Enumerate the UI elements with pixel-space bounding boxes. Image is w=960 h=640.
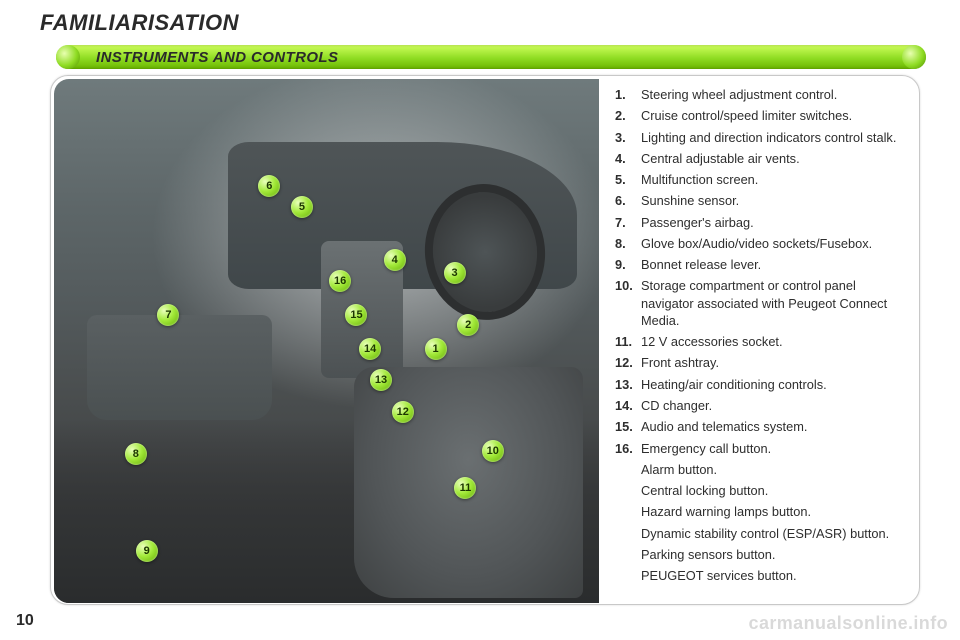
list-item-text: Central adjustable air vents. [641, 150, 907, 167]
list-item: 4.Central adjustable air vents. [615, 150, 907, 167]
callout-marker-3: 3 [444, 262, 466, 284]
bar-cap-right [902, 45, 926, 69]
list-item-number: 16. [615, 440, 641, 457]
callout-marker-2: 2 [457, 314, 479, 336]
list-item: 10.Storage compartment or control panel … [615, 277, 907, 329]
list-subitem: Alarm button. [615, 461, 907, 478]
controls-list: 1.Steering wheel adjustment control.2.Cr… [599, 76, 919, 604]
list-item: 12.Front ashtray. [615, 354, 907, 371]
list-item-number: 8. [615, 235, 641, 252]
callout-marker-9: 9 [136, 540, 158, 562]
list-item-number: 2. [615, 107, 641, 124]
list-item-text: Front ashtray. [641, 354, 907, 371]
list-item: 11.12 V accessories socket. [615, 333, 907, 350]
callout-marker-16: 16 [329, 270, 351, 292]
list-item: 16.Emergency call button. [615, 440, 907, 457]
bar-cap-left [56, 45, 80, 69]
section-header-bar: INSTRUMENTS AND CONTROLS [56, 45, 926, 69]
list-subitem: Central locking button. [615, 482, 907, 499]
list-item: 6.Sunshine sensor. [615, 192, 907, 209]
photo-glovebox [87, 315, 272, 420]
list-item-number: 10. [615, 277, 641, 329]
list-item-number: 3. [615, 129, 641, 146]
list-item-text: 12 V accessories socket. [641, 333, 907, 350]
list-item-text: Multifunction screen. [641, 171, 907, 188]
content-frame: 12345678910111213141516 1.Steering wheel… [50, 75, 920, 605]
list-item-text: Sunshine sensor. [641, 192, 907, 209]
callout-marker-4: 4 [384, 249, 406, 271]
callout-marker-11: 11 [454, 477, 476, 499]
list-item-text: Audio and telematics system. [641, 418, 907, 435]
list-subitem: Parking sensors button. [615, 546, 907, 563]
list-item-text: Storage compartment or control panel nav… [641, 277, 907, 329]
callout-marker-8: 8 [125, 443, 147, 465]
list-item-number: 14. [615, 397, 641, 414]
list-item: 13.Heating/air conditioning controls. [615, 376, 907, 393]
interior-photo: 12345678910111213141516 [54, 79, 599, 603]
callout-marker-15: 15 [345, 304, 367, 326]
callout-marker-6: 6 [258, 175, 280, 197]
list-item-text: Glove box/Audio/video sockets/Fusebox. [641, 235, 907, 252]
list-item: 8.Glove box/Audio/video sockets/Fusebox. [615, 235, 907, 252]
list-item-number: 9. [615, 256, 641, 273]
list-subitem: Dynamic stability control (ESP/ASR) butt… [615, 525, 907, 542]
list-item: 7.Passenger's airbag. [615, 214, 907, 231]
list-item: 14.CD changer. [615, 397, 907, 414]
list-item-number: 1. [615, 86, 641, 103]
list-item-text: Heating/air conditioning controls. [641, 376, 907, 393]
list-item-text: Steering wheel adjustment control. [641, 86, 907, 103]
section-title: INSTRUMENTS AND CONTROLS [56, 49, 338, 66]
list-item-number: 12. [615, 354, 641, 371]
list-item-text: Cruise control/speed limiter switches. [641, 107, 907, 124]
callout-marker-13: 13 [370, 369, 392, 391]
page-title: FAMILIARISATION [40, 10, 239, 36]
list-item: 1.Steering wheel adjustment control. [615, 86, 907, 103]
list-subitem: PEUGEOT services button. [615, 567, 907, 584]
list-subitem: Hazard warning lamps button. [615, 503, 907, 520]
list-item-number: 13. [615, 376, 641, 393]
list-item-number: 4. [615, 150, 641, 167]
callout-marker-1: 1 [425, 338, 447, 360]
callout-marker-12: 12 [392, 401, 414, 423]
callout-marker-14: 14 [359, 338, 381, 360]
watermark: carmanualsonline.info [749, 613, 948, 634]
list-item: 2.Cruise control/speed limiter switches. [615, 107, 907, 124]
list-item-number: 11. [615, 333, 641, 350]
list-item: 3.Lighting and direction indicators cont… [615, 129, 907, 146]
callout-marker-10: 10 [482, 440, 504, 462]
list-item-number: 15. [615, 418, 641, 435]
list-item: 5.Multifunction screen. [615, 171, 907, 188]
page-number: 10 [16, 612, 34, 630]
list-item-text: Lighting and direction indicators contro… [641, 129, 907, 146]
manual-page: FAMILIARISATION INSTRUMENTS AND CONTROLS… [0, 0, 960, 640]
list-item-text: Bonnet release lever. [641, 256, 907, 273]
list-item-number: 7. [615, 214, 641, 231]
list-item-number: 5. [615, 171, 641, 188]
callout-marker-7: 7 [157, 304, 179, 326]
list-item-text: Passenger's airbag. [641, 214, 907, 231]
list-item: 9.Bonnet release lever. [615, 256, 907, 273]
list-item-text: CD changer. [641, 397, 907, 414]
callout-marker-5: 5 [291, 196, 313, 218]
list-item-text: Emergency call button. [641, 440, 907, 457]
list-item-number: 6. [615, 192, 641, 209]
list-item: 15.Audio and telematics system. [615, 418, 907, 435]
